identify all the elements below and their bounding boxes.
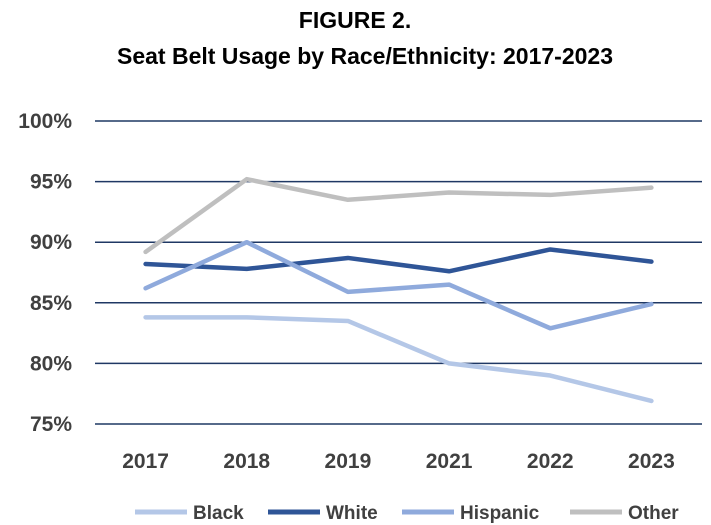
- x-tick-label: 2017: [122, 450, 169, 473]
- y-tick-label: 100%: [18, 110, 72, 133]
- y-axis-ticks: 100% 95% 90% 85% 80% 75%: [18, 110, 72, 436]
- x-tick-label: 2022: [527, 450, 574, 473]
- y-tick-label: 85%: [30, 292, 72, 315]
- y-tick-label: 90%: [30, 231, 72, 254]
- chart-title-line1: FIGURE 2.: [299, 7, 411, 33]
- legend-label-hispanic: Hispanic: [460, 503, 540, 524]
- series-line-other: [143, 176, 654, 255]
- legend-label-white: White: [326, 503, 378, 524]
- legend-label-other: Other: [628, 503, 679, 524]
- x-tick-label: 2019: [325, 450, 372, 473]
- series-line-hispanic: [143, 239, 654, 331]
- series-line-white: [143, 247, 654, 274]
- x-tick-label: 2023: [628, 450, 675, 473]
- y-tick-label: 95%: [30, 171, 72, 194]
- x-tick-label: 2021: [426, 450, 473, 473]
- x-tick-label: 2018: [223, 450, 270, 473]
- chart-title-line2: Seat Belt Usage by Race/Ethnicity: 2017-…: [117, 43, 613, 69]
- series-lines: [143, 176, 654, 404]
- x-axis-ticks: 2017 2018 2019 2021 2022 2023: [122, 450, 675, 473]
- legend-label-black: Black: [193, 503, 244, 524]
- y-tick-label: 75%: [30, 413, 72, 436]
- legend: Black White Hispanic Other: [135, 503, 679, 524]
- series-line-black: [143, 315, 654, 404]
- gridlines: [95, 120, 702, 425]
- y-tick-label: 80%: [30, 352, 72, 375]
